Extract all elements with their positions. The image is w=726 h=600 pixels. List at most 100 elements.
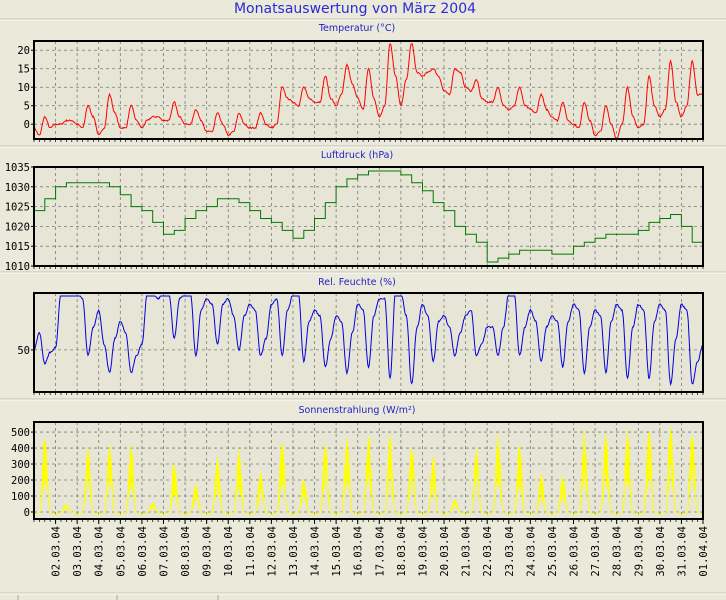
x-tick-label: 02.03.04: [51, 526, 63, 577]
x-tick-label: 13.03.04: [288, 526, 300, 577]
solar-radiation-day-mark: [465, 448, 488, 515]
x-tick-label: 15.03.04: [331, 526, 343, 577]
x-tick-label: 12.03.04: [266, 526, 278, 577]
solar-radiation-day-mark: [594, 434, 617, 515]
x-tick-label: 21.03.04: [461, 526, 473, 577]
temperature-chart-title: Temperatur (°C): [318, 23, 395, 34]
solar-radiation-day-mark: [271, 442, 294, 515]
x-tick-label: 27.03.04: [590, 526, 602, 577]
x-tick-label: 24.03.04: [525, 526, 537, 577]
solar-radiation-day-mark: [314, 443, 337, 515]
x-tick-label: 05.03.04: [115, 526, 127, 577]
y-tick-label: 1015: [5, 241, 30, 253]
humidity-series-line: [34, 295, 704, 387]
solar-radiation-day-mark: [659, 425, 682, 515]
x-tick-label: 01.04.04: [698, 526, 710, 577]
solar-radiation-day-mark: [163, 463, 186, 515]
x-tick-label: 31.03.04: [676, 526, 688, 577]
temperature-series-line: [33, 43, 704, 140]
solar-radiation-day-mark: [638, 431, 660, 515]
solar-radiation-day-mark: [98, 445, 121, 515]
temperature-chart: Temperatur (°C) 0 5 10 15 20: [0, 18, 726, 142]
x-axis-date-labels: 02.03.04 03.03.04 04.03.04 05.03.04 06.03.04…: [51, 519, 710, 577]
x-tick-label: 23.03.04: [504, 526, 516, 577]
x-tick-label: 16.03.04: [353, 526, 365, 577]
y-tick-label: 1010: [5, 261, 30, 273]
y-tick-label: 1025: [5, 202, 30, 214]
x-tick-label: 26.03.04: [569, 526, 581, 577]
x-tick-label: 11.03.04: [245, 526, 257, 577]
solar-radiation-day-mark: [33, 439, 56, 515]
x-tick-label: 28.03.04: [612, 526, 624, 577]
plot-frame: [33, 166, 704, 267]
pressure-chart-title: Luftdruck (hPa): [321, 150, 393, 161]
report-title: Monatsauswertung von März 2004: [234, 1, 476, 17]
humidity-chart-title: Rel. Feuchte (%): [318, 277, 396, 288]
solar-radiation-day-mark: [400, 446, 423, 515]
x-tick-label: 04.03.04: [94, 526, 106, 577]
x-tick-label: 22.03.04: [482, 526, 494, 577]
status-bar: [0, 592, 726, 600]
y-tick-label: 0: [24, 119, 30, 131]
y-tick-label: 50: [17, 345, 30, 357]
solar-radiation-day-mark: [77, 446, 99, 515]
y-tick-label: 100: [11, 491, 30, 503]
pressure-chart: Luftdruck (hPa) 1010 1015 1020 1025 1030 1035: [0, 145, 726, 273]
y-tick-label: 10: [17, 82, 30, 94]
y-tick-label: 5: [24, 101, 30, 113]
solar-radiation-day-mark: [120, 444, 143, 515]
x-tick-label: 03.03.04: [72, 526, 84, 577]
x-tick-label: 14.03.04: [310, 526, 322, 577]
solar-radiation-day-mark: [487, 433, 509, 515]
plot-area: [34, 167, 703, 266]
solar-radiation-day-mark: [249, 471, 272, 515]
solar-radiation-day-mark: [422, 456, 445, 515]
pressure-series-line: [34, 170, 704, 263]
plot-frame: [33, 421, 704, 520]
y-tick-label: 1035: [5, 162, 30, 174]
solar-radiation-day-mark: [184, 485, 207, 515]
plot-frame: [33, 40, 704, 140]
solar-radiation-chart-title: Sonnenstrahlung (W/m²): [299, 405, 416, 416]
x-tick-label: 18.03.04: [396, 526, 408, 577]
y-tick-label: 300: [11, 459, 30, 471]
x-tick-label: 17.03.04: [374, 526, 386, 577]
x-tick-label: 19.03.04: [417, 526, 429, 577]
solar-radiation-day-mark: [379, 434, 402, 515]
x-tick-label: 20.03.04: [439, 526, 451, 577]
solar-radiation-day-mark: [55, 504, 78, 515]
y-tick-label: 1030: [5, 182, 30, 194]
y-tick-label: 400: [11, 443, 30, 455]
humidity-chart: Rel. Feuchte (%) 50: [0, 271, 726, 395]
x-tick-label: 09.03.04: [202, 526, 214, 577]
solar-radiation-day-mark: [335, 439, 358, 515]
x-tick-label: 08.03.04: [180, 526, 192, 577]
solar-radiation-day-mark: [681, 436, 704, 515]
solar-radiation-day-mark: [206, 456, 229, 515]
x-tick-label: 25.03.04: [547, 526, 559, 577]
solar-radiation-day-mark: [530, 473, 553, 515]
y-tick-label: 20: [17, 45, 30, 57]
solar-radiation-day-mark: [141, 503, 164, 515]
solar-radiation-day-mark: [443, 499, 466, 515]
x-tick-label: 07.03.04: [158, 526, 170, 577]
y-tick-label: 15: [17, 64, 30, 76]
solar-radiation-day-mark: [616, 429, 639, 515]
solar-radiation-chart: Sonnenstrahlung (W/m²) 0 100 200 300 400 500: [0, 398, 726, 522]
solar-radiation-day-mark: [551, 476, 574, 515]
y-tick-label: 200: [11, 475, 30, 487]
x-tick-label: 29.03.04: [633, 526, 645, 577]
solar-radiation-day-mark: [292, 478, 315, 515]
y-tick-label: 500: [11, 427, 30, 439]
solar-radiation-day-mark: [573, 431, 596, 515]
y-tick-label: 0: [24, 507, 30, 519]
solar-radiation-day-mark: [228, 448, 250, 515]
y-tick-label: 1020: [5, 221, 30, 233]
solar-radiation-day-mark: [508, 446, 531, 515]
solar-radiation-day-mark: [357, 436, 380, 515]
x-tick-label: 30.03.04: [655, 526, 667, 577]
x-tick-label: 10.03.04: [223, 526, 235, 577]
x-tick-label: 06.03.04: [137, 526, 149, 577]
plot-frame: [33, 292, 704, 393]
